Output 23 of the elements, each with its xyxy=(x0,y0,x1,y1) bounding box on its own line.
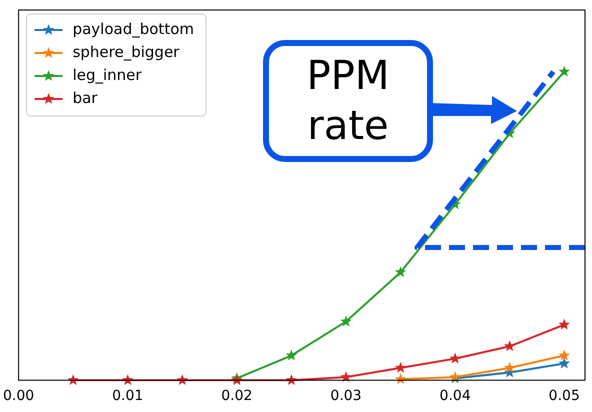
point xyxy=(504,362,516,373)
legend-label: leg_inner xyxy=(72,66,142,84)
x-tick-label: 0.00 xyxy=(3,388,34,404)
x-tick-label: 0.02 xyxy=(221,388,252,404)
point xyxy=(286,350,298,360)
legend-label: sphere_bigger xyxy=(72,42,180,61)
legend-label: bar xyxy=(72,88,98,107)
point xyxy=(394,266,406,278)
x-tick-label: 0.03 xyxy=(330,388,362,404)
point xyxy=(558,318,570,330)
point xyxy=(504,340,516,352)
point xyxy=(449,352,461,364)
point xyxy=(394,362,406,373)
point xyxy=(340,371,352,382)
point xyxy=(558,358,570,368)
point xyxy=(558,66,570,77)
x-tick-label: 0.05 xyxy=(548,388,580,404)
x-tick-label: 0.01 xyxy=(112,388,144,404)
legend-label: payload_bottom xyxy=(72,20,194,38)
annotation: PPM rate xyxy=(263,40,433,162)
point xyxy=(558,350,570,360)
point xyxy=(340,316,352,326)
x-tick-label: 0.04 xyxy=(440,388,471,404)
